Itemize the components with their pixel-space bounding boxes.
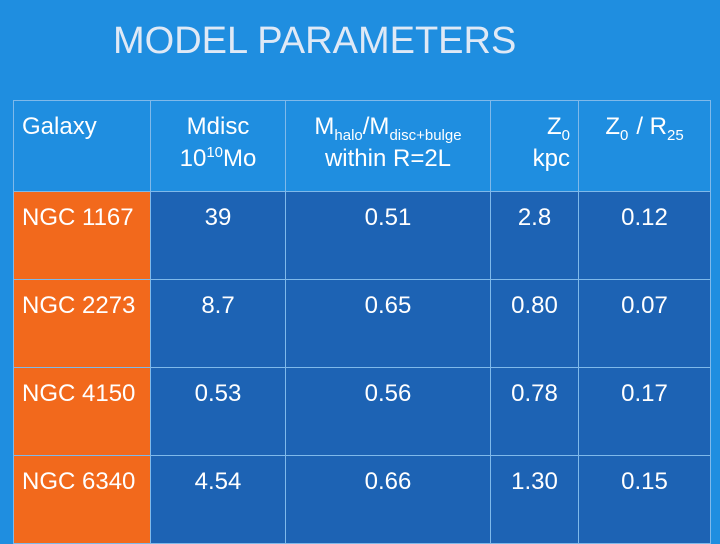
header-text: Mdisc (186, 113, 250, 140)
table-body: NGC 1167 39 0.51 2.8 0.12 NGC 2273 8.7 0.65 0.80… (13, 191, 711, 544)
value-cell: 2.8 (490, 191, 579, 280)
header-subscript: 25 (667, 126, 684, 144)
table-row: NGC 4150 0.53 0.56 0.78 0.17 (13, 367, 711, 456)
value-cell: 0.15 (578, 455, 711, 544)
value-cell: 0.51 (285, 191, 491, 280)
header-text: within R=2L (324, 145, 452, 172)
header-text: Mo (223, 145, 257, 172)
table-row: NGC 2273 8.7 0.65 0.80 0.07 (13, 279, 711, 368)
galaxy-cell: NGC 2273 (13, 279, 151, 368)
header-cell: Z0 kpc (490, 100, 579, 192)
header-text: Galaxy (22, 113, 97, 140)
header-row: Galaxy Mdisc 1010Mo Mhalo/Mdisc+bulge with… (13, 100, 711, 192)
parameter-table: Galaxy Mdisc 1010Mo Mhalo/Mdisc+bulge with… (13, 100, 711, 544)
slide-title: MODEL PARAMETERS (113, 20, 517, 62)
table-row: NGC 6340 4.54 0.66 1.30 0.15 (13, 455, 711, 544)
value-cell: 0.17 (578, 367, 711, 456)
header-subscript: halo (334, 126, 363, 144)
header-subscript: disc+bulge (389, 126, 462, 144)
galaxy-cell: NGC 1167 (13, 191, 151, 280)
value-cell: 39 (150, 191, 286, 280)
value-cell: 0.80 (490, 279, 579, 368)
header-cell: Mdisc 1010Mo (150, 100, 286, 192)
value-cell: 0.12 (578, 191, 711, 280)
header-subscript: 0 (619, 126, 629, 144)
value-cell: 0.56 (285, 367, 491, 456)
header-text: /M (362, 113, 390, 140)
header-text: kpc (532, 145, 570, 172)
value-cell: 4.54 (150, 455, 286, 544)
value-cell: 0.78 (490, 367, 579, 456)
header-text: 10 (179, 145, 207, 172)
header-subscript: 0 (561, 126, 570, 144)
header-text: Z (546, 113, 562, 140)
header-cell: Mhalo/Mdisc+bulge within R=2L (285, 100, 491, 192)
header-cell: Z0 / R25 (578, 100, 711, 192)
header-text: M (314, 113, 335, 140)
galaxy-cell: NGC 6340 (13, 455, 151, 544)
value-cell: 0.65 (285, 279, 491, 368)
header-text: / R (636, 113, 667, 140)
table-row: NGC 1167 39 0.51 2.8 0.12 (13, 191, 711, 280)
value-cell: 0.66 (285, 455, 491, 544)
header-superscript: 10 (206, 144, 224, 161)
value-cell: 8.7 (150, 279, 286, 368)
value-cell: 1.30 (490, 455, 579, 544)
header-text: Z (605, 113, 620, 140)
value-cell: 0.53 (150, 367, 286, 456)
value-cell: 0.07 (578, 279, 711, 368)
header-cell: Galaxy (13, 100, 151, 192)
galaxy-cell: NGC 4150 (13, 367, 151, 456)
